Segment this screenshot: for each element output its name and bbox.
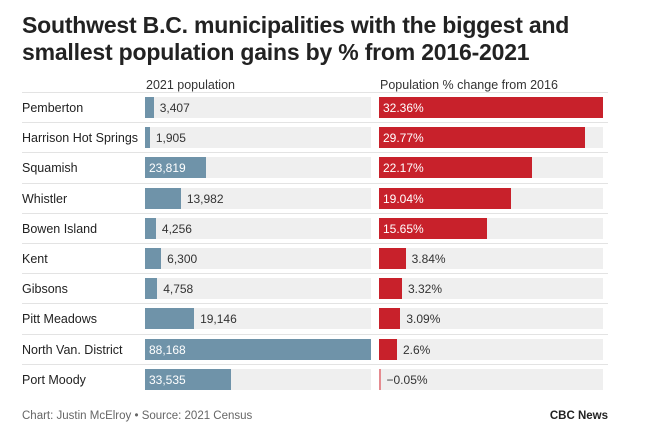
population-value-label: 3,407 bbox=[159, 101, 190, 115]
row-divider bbox=[22, 182, 608, 184]
category-label: Bowen Island bbox=[22, 221, 98, 236]
change-bar bbox=[379, 97, 603, 118]
row-north-van-district: North Van. District 88,168 2.6% bbox=[0, 333, 654, 364]
category-label: Pemberton bbox=[22, 101, 84, 115]
population-track: 88,168 bbox=[145, 338, 371, 360]
category-label: Harrison Hot Springs bbox=[22, 131, 139, 146]
population-bar bbox=[145, 368, 231, 390]
population-bar bbox=[145, 127, 150, 149]
population-bar bbox=[145, 338, 371, 360]
change-value-label: 22.17% bbox=[383, 161, 424, 176]
change-value-label: −0.05% bbox=[386, 372, 428, 387]
change-bar bbox=[379, 127, 586, 149]
category-label: Pitt Meadows bbox=[22, 312, 98, 327]
population-track: 4,256 bbox=[145, 217, 371, 239]
category-label: Port Moody bbox=[22, 372, 86, 387]
population-value-label: 4,758 bbox=[163, 282, 194, 297]
population-track: 13,982 bbox=[145, 187, 371, 209]
row-divider bbox=[22, 303, 608, 305]
change-value-label: 3.32% bbox=[407, 282, 442, 297]
change-track: 2.6% bbox=[379, 338, 603, 360]
row-divider bbox=[22, 273, 608, 275]
change-track: 22.17% bbox=[379, 157, 603, 179]
change-bar bbox=[379, 368, 381, 390]
row-divider bbox=[22, 122, 608, 124]
population-value-label: 23,819 bbox=[149, 161, 186, 176]
change-value-label: 2.6% bbox=[402, 342, 431, 357]
row-port-moody: Port Moody 33,535 −0.05% bbox=[0, 363, 654, 394]
chart-title: Southwest B.C. municipalities with the b… bbox=[22, 12, 570, 65]
row-divider bbox=[22, 243, 608, 244]
row-kent: Kent 6,300 3.84% bbox=[0, 243, 654, 273]
change-bar bbox=[379, 338, 397, 360]
category-label: Kent bbox=[22, 252, 48, 266]
population-value-label: 33,535 bbox=[149, 372, 186, 387]
change-bar bbox=[379, 248, 406, 269]
change-bar bbox=[379, 187, 511, 209]
change-track: 3.32% bbox=[379, 278, 603, 300]
change-track: 15.65% bbox=[379, 217, 603, 239]
change-bar bbox=[379, 278, 402, 300]
row-divider bbox=[22, 92, 608, 93]
category-label: Gibsons bbox=[22, 282, 68, 297]
category-label: Whistler bbox=[22, 191, 68, 206]
change-bar bbox=[379, 308, 401, 330]
change-value-label: 3.09% bbox=[406, 312, 441, 327]
population-column-header: 2021 population bbox=[146, 78, 235, 92]
brand-name: CBC News bbox=[549, 410, 608, 422]
population-bar bbox=[145, 187, 181, 209]
population-value-label: 1,905 bbox=[155, 131, 186, 146]
chart-credit: Chart: Justin McElroy • Source: 2021 Cen… bbox=[22, 410, 253, 422]
population-bar bbox=[145, 278, 158, 300]
population-track: 23,819 bbox=[145, 157, 371, 179]
population-value-label: 4,256 bbox=[161, 221, 192, 236]
population-bar bbox=[145, 217, 156, 239]
change-track: 32.36% bbox=[379, 97, 603, 118]
population-value-label: 6,300 bbox=[167, 252, 198, 266]
change-track: −0.05% bbox=[379, 368, 603, 390]
population-track: 33,535 bbox=[145, 368, 371, 390]
change-column-header: Population % change from 2016 bbox=[380, 78, 558, 92]
change-track: 3.84% bbox=[379, 248, 603, 269]
population-bar bbox=[145, 248, 162, 269]
change-value-label: 32.36% bbox=[383, 101, 424, 115]
population-track: 6,300 bbox=[145, 248, 371, 269]
population-bar bbox=[145, 308, 195, 330]
population-bar bbox=[145, 157, 207, 179]
row-squamish: Squamish 23,819 22.17% bbox=[0, 152, 654, 182]
category-label: North Van. District bbox=[22, 342, 123, 357]
change-value-label: 15.65% bbox=[383, 221, 424, 236]
change-value-label: 19.04% bbox=[383, 191, 424, 206]
population-bar bbox=[145, 97, 154, 118]
change-bar bbox=[379, 217, 488, 239]
row-gibsons: Gibsons 4,758 3.32% bbox=[0, 273, 654, 303]
change-value-label: 29.77% bbox=[383, 131, 424, 146]
population-track: 19,146 bbox=[145, 308, 371, 330]
population-value-label: 13,982 bbox=[186, 191, 224, 206]
change-track: 29.77% bbox=[379, 127, 603, 149]
population-track: 4,758 bbox=[145, 278, 371, 300]
change-value-label: 3.84% bbox=[411, 252, 446, 266]
change-track: 19.04% bbox=[379, 187, 603, 209]
row-whistler: Whistler 13,982 19.04% bbox=[0, 182, 654, 213]
row-divider bbox=[22, 152, 608, 154]
population-track: 3,407 bbox=[145, 97, 371, 118]
population-value-label: 19,146 bbox=[200, 312, 237, 327]
population-value-label: 88,168 bbox=[149, 342, 186, 357]
population-track: 1,905 bbox=[145, 127, 371, 149]
change-bar bbox=[379, 157, 533, 179]
row-harrison-hot-springs: Harrison Hot Springs 1,905 29.77% bbox=[0, 122, 654, 152]
row-pitt-meadows: Pitt Meadows 19,146 3.09% bbox=[0, 303, 654, 333]
change-track: 3.09% bbox=[379, 308, 603, 330]
row-divider bbox=[22, 363, 608, 365]
category-label: Squamish bbox=[22, 161, 78, 176]
row-divider bbox=[22, 212, 608, 214]
row-pemberton: Pemberton 3,407 32.36% bbox=[0, 92, 654, 122]
row-divider bbox=[22, 333, 608, 335]
row-bowen-island: Bowen Island 4,256 15.65% bbox=[0, 212, 654, 243]
